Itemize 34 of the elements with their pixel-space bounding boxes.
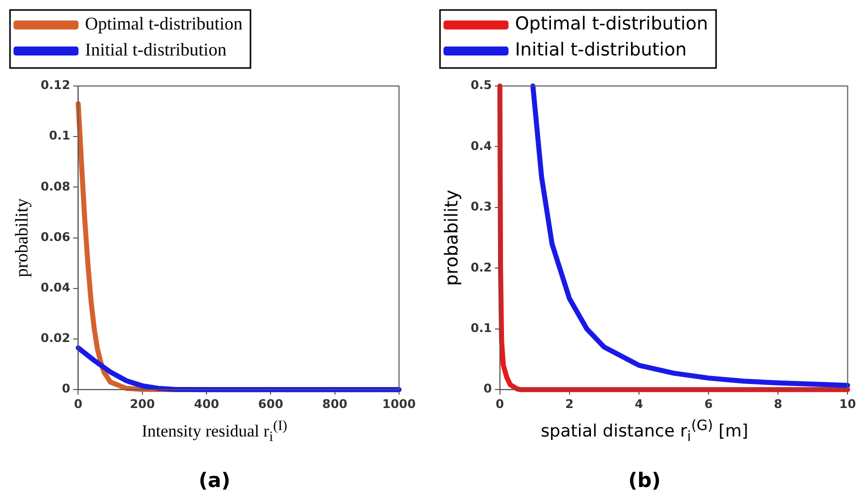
x-tick-label: 10 [839, 396, 856, 411]
y-tick-label: 0.3 [470, 200, 492, 214]
y-tick-label: 0.06 [40, 230, 70, 244]
y-tick-label: 0 [484, 382, 492, 396]
y-tick-label: 0.12 [40, 78, 70, 92]
x-tick-label: 4 [634, 396, 644, 411]
x-tick-label: 600 [258, 396, 284, 411]
y-tick-label: 0.08 [40, 179, 70, 194]
legend-label: Optimal t-distribution [85, 14, 242, 34]
y-tick-label: 0.4 [470, 138, 492, 153]
y-tick-label: 0.5 [470, 78, 492, 92]
legend-label: Initial t-distribution [515, 40, 687, 61]
y-axis-title: probability [12, 198, 32, 278]
y-tick-label: 0 [62, 382, 70, 396]
y-axis-title: probability [441, 189, 462, 286]
text: (a) [198, 468, 232, 492]
y-tick-label: 0.1 [48, 128, 70, 143]
legend-label: Optimal t-distribution [515, 14, 708, 35]
y-tick-label: 0.02 [40, 331, 70, 346]
x-tick-label: 0 [496, 396, 504, 411]
x-tick-label: 2 [565, 396, 574, 411]
x-tick-label: 800 [322, 396, 348, 411]
x-axis-title: spatial distance r$_{i}$$^{(G)}$ [m] [540, 418, 750, 446]
x-tick-label: 8 [774, 396, 782, 411]
y-tick-label: 0.1 [470, 321, 492, 336]
y-tick-label: 0.2 [470, 260, 492, 274]
x-tick-label: 0 [74, 396, 82, 411]
text: (b) [627, 468, 662, 492]
x-tick-label: 200 [130, 396, 155, 411]
legend-label: Initial t-distribution [85, 40, 226, 60]
x-tick-label: 6 [704, 396, 713, 411]
y-tick-label: 0.04 [40, 280, 70, 295]
x-tick-label: 400 [194, 396, 220, 411]
x-tick-label: 1000 [382, 396, 416, 411]
